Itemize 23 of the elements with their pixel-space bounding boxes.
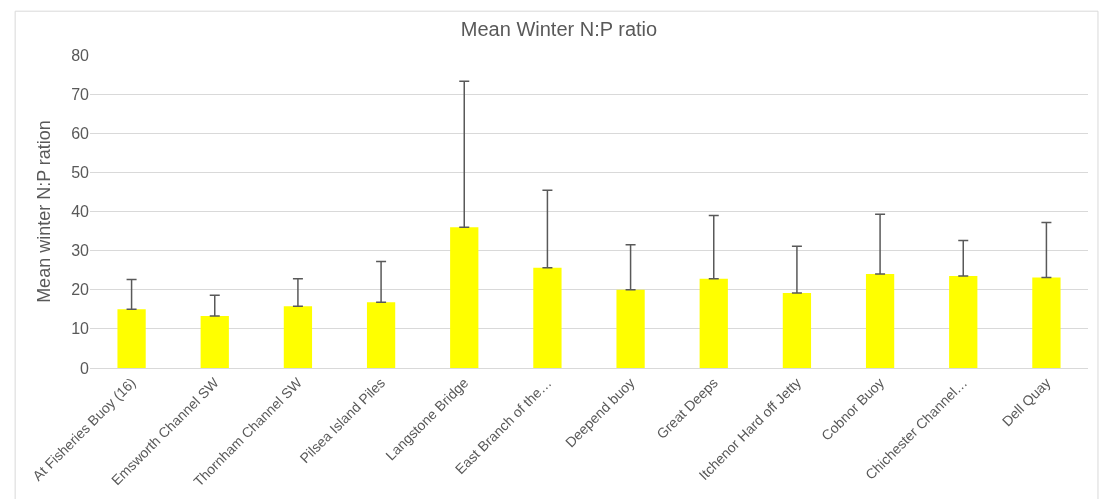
y-tick-label: 10 bbox=[71, 320, 90, 338]
bar bbox=[366, 302, 396, 368]
y-tick-label: 80 bbox=[71, 46, 90, 64]
y-tick-label: 70 bbox=[71, 85, 90, 103]
bar bbox=[699, 278, 728, 368]
bar bbox=[616, 289, 645, 368]
y-tick-label: 20 bbox=[71, 281, 90, 299]
bar bbox=[117, 309, 146, 368]
y-tick-label: 40 bbox=[71, 203, 90, 221]
bar bbox=[1032, 277, 1061, 368]
y-tick-label: 30 bbox=[71, 242, 90, 260]
bar bbox=[949, 276, 978, 368]
bar bbox=[283, 306, 313, 368]
bar bbox=[533, 267, 562, 368]
y-tick-label: 60 bbox=[71, 124, 90, 142]
bar bbox=[200, 315, 229, 368]
bar bbox=[865, 274, 895, 368]
y-axis-title: Mean winter N:P ration bbox=[34, 120, 55, 303]
bar bbox=[782, 292, 812, 368]
y-tick-label: 0 bbox=[80, 359, 90, 377]
chart-title: Mean Winter N:P ratio bbox=[460, 18, 658, 41]
bar bbox=[450, 227, 479, 368]
y-tick-label: 50 bbox=[71, 163, 90, 181]
